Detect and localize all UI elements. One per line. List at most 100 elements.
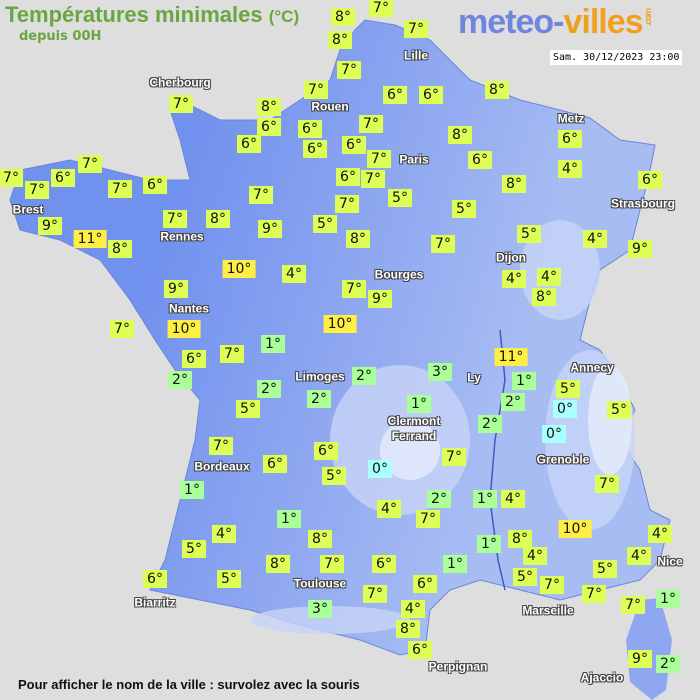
- temperature-badge[interactable]: 7°: [304, 81, 328, 99]
- temperature-badge[interactable]: 8°: [485, 81, 509, 99]
- temperature-badge[interactable]: 1°: [443, 555, 467, 573]
- temperature-badge[interactable]: 7°: [25, 181, 49, 199]
- temperature-badge[interactable]: 5°: [322, 467, 346, 485]
- temperature-badge[interactable]: 7°: [442, 448, 466, 466]
- temperature-badge[interactable]: 4°: [501, 490, 525, 508]
- temperature-badge[interactable]: 7°: [108, 180, 132, 198]
- temperature-badge[interactable]: 7°: [540, 576, 564, 594]
- temperature-badge[interactable]: 6°: [342, 136, 366, 154]
- temperature-badge[interactable]: 7°: [582, 585, 606, 603]
- logo[interactable]: meteo-villes.com: [458, 3, 653, 42]
- temperature-badge[interactable]: 7°: [337, 61, 361, 79]
- temperature-badge[interactable]: 8°: [308, 530, 332, 548]
- temperature-badge[interactable]: 7°: [431, 235, 455, 253]
- temperature-badge[interactable]: 7°: [209, 437, 233, 455]
- temperature-badge[interactable]: 0°: [553, 400, 577, 418]
- temperature-badge[interactable]: 6°: [383, 86, 407, 104]
- temperature-badge[interactable]: 6°: [468, 151, 492, 169]
- temperature-badge[interactable]: 9°: [258, 220, 282, 238]
- temperature-badge[interactable]: 1°: [656, 590, 680, 608]
- temperature-badge[interactable]: 7°: [320, 555, 344, 573]
- temperature-badge[interactable]: 6°: [558, 130, 582, 148]
- temperature-badge[interactable]: 6°: [408, 641, 432, 659]
- temperature-badge[interactable]: 6°: [419, 86, 443, 104]
- temperature-badge[interactable]: 9°: [628, 650, 652, 668]
- temperature-badge[interactable]: 8°: [396, 620, 420, 638]
- temperature-badge[interactable]: 7°: [169, 95, 193, 113]
- temperature-badge[interactable]: 7°: [404, 20, 428, 38]
- temperature-badge[interactable]: 6°: [638, 171, 662, 189]
- temperature-badge[interactable]: 8°: [502, 175, 526, 193]
- temperature-badge[interactable]: 7°: [416, 510, 440, 528]
- temperature-badge[interactable]: 1°: [261, 335, 285, 353]
- temperature-badge[interactable]: 7°: [363, 585, 387, 603]
- temperature-badge[interactable]: 2°: [501, 393, 525, 411]
- temperature-badge[interactable]: 4°: [401, 600, 425, 618]
- temperature-badge[interactable]: 8°: [508, 530, 532, 548]
- temperature-badge[interactable]: 8°: [108, 240, 132, 258]
- temperature-badge[interactable]: 4°: [377, 500, 401, 518]
- temperature-badge[interactable]: 4°: [558, 160, 582, 178]
- temperature-badge[interactable]: 5°: [388, 189, 412, 207]
- temperature-badge[interactable]: 10°: [222, 260, 256, 278]
- temperature-badge[interactable]: 9°: [38, 217, 62, 235]
- temperature-badge[interactable]: 2°: [427, 490, 451, 508]
- temperature-badge[interactable]: 1°: [407, 395, 431, 413]
- temperature-badge[interactable]: 11°: [494, 348, 528, 366]
- temperature-badge[interactable]: 5°: [313, 215, 337, 233]
- temperature-badge[interactable]: 6°: [263, 455, 287, 473]
- temperature-badge[interactable]: 8°: [346, 230, 370, 248]
- temperature-badge[interactable]: 9°: [628, 240, 652, 258]
- temperature-badge[interactable]: 6°: [143, 570, 167, 588]
- temperature-badge[interactable]: 5°: [182, 540, 206, 558]
- temperature-badge[interactable]: 2°: [478, 415, 502, 433]
- temperature-badge[interactable]: 7°: [163, 210, 187, 228]
- temperature-badge[interactable]: 1°: [477, 535, 501, 553]
- temperature-badge[interactable]: 8°: [206, 210, 230, 228]
- temperature-badge[interactable]: 6°: [413, 575, 437, 593]
- temperature-badge[interactable]: 8°: [448, 126, 472, 144]
- temperature-badge[interactable]: 5°: [556, 380, 580, 398]
- temperature-badge[interactable]: 7°: [78, 155, 102, 173]
- temperature-badge[interactable]: 6°: [143, 176, 167, 194]
- temperature-badge[interactable]: 8°: [266, 555, 290, 573]
- temperature-badge[interactable]: 4°: [502, 270, 526, 288]
- temperature-badge[interactable]: 9°: [368, 290, 392, 308]
- temperature-badge[interactable]: 7°: [335, 195, 359, 213]
- temperature-badge[interactable]: 11°: [73, 230, 107, 248]
- temperature-badge[interactable]: 3°: [308, 600, 332, 618]
- temperature-badge[interactable]: 5°: [607, 401, 631, 419]
- temperature-badge[interactable]: 4°: [537, 268, 561, 286]
- temperature-badge[interactable]: 8°: [257, 98, 281, 116]
- temperature-badge[interactable]: 2°: [257, 380, 281, 398]
- temperature-badge[interactable]: 7°: [595, 475, 619, 493]
- temperature-badge[interactable]: 7°: [342, 280, 366, 298]
- temperature-badge[interactable]: 1°: [512, 372, 536, 390]
- temperature-badge[interactable]: 6°: [257, 118, 281, 136]
- temperature-badge[interactable]: 8°: [328, 31, 352, 49]
- temperature-badge[interactable]: 4°: [627, 547, 651, 565]
- temperature-badge[interactable]: 8°: [532, 288, 556, 306]
- temperature-badge[interactable]: 8°: [331, 8, 355, 26]
- temperature-badge[interactable]: 6°: [303, 140, 327, 158]
- temperature-badge[interactable]: 7°: [220, 345, 244, 363]
- temperature-badge[interactable]: 6°: [237, 135, 261, 153]
- temperature-badge[interactable]: 5°: [236, 400, 260, 418]
- temperature-badge[interactable]: 7°: [0, 169, 23, 187]
- temperature-badge[interactable]: 6°: [372, 555, 396, 573]
- temperature-badge[interactable]: 7°: [361, 170, 385, 188]
- temperature-badge[interactable]: 3°: [428, 363, 452, 381]
- temperature-badge[interactable]: 7°: [369, 0, 393, 17]
- temperature-badge[interactable]: 7°: [621, 596, 645, 614]
- temperature-badge[interactable]: 1°: [180, 481, 204, 499]
- temperature-badge[interactable]: 4°: [648, 525, 672, 543]
- temperature-badge[interactable]: 7°: [367, 150, 391, 168]
- temperature-badge[interactable]: 7°: [249, 186, 273, 204]
- temperature-badge[interactable]: 6°: [182, 350, 206, 368]
- temperature-badge[interactable]: 5°: [517, 225, 541, 243]
- temperature-badge[interactable]: 2°: [656, 655, 680, 673]
- temperature-badge[interactable]: 4°: [523, 547, 547, 565]
- temperature-badge[interactable]: 5°: [217, 570, 241, 588]
- temperature-badge[interactable]: 0°: [542, 425, 566, 443]
- temperature-badge[interactable]: 5°: [513, 568, 537, 586]
